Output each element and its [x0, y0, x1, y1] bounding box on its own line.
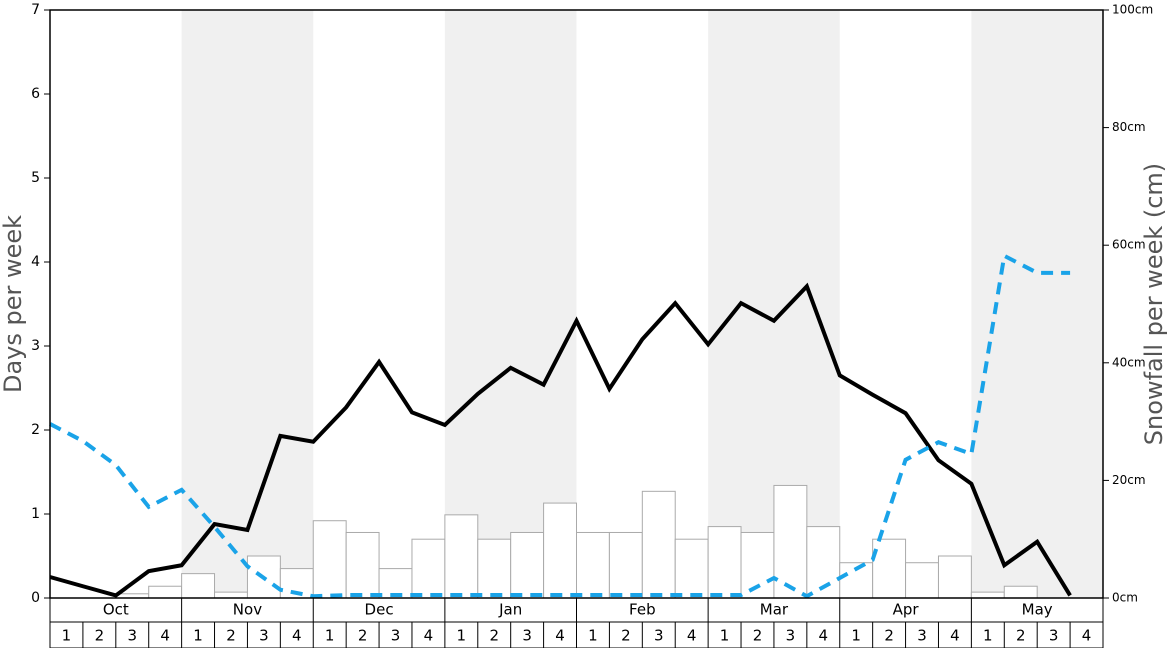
x-tick-label: 4 [555, 627, 565, 645]
month-band [444, 10, 577, 598]
y2-tick-label: 40cm [1112, 355, 1146, 369]
y-tick-label: 7 [31, 2, 40, 18]
y-axis-title: Days per week [0, 215, 27, 393]
month-label: Nov [233, 601, 262, 619]
x-tick-label: 1 [325, 627, 335, 645]
bar [411, 538, 446, 599]
bar [641, 490, 676, 599]
bar [970, 591, 1005, 599]
bar [510, 531, 545, 599]
bar [1003, 585, 1038, 599]
x-tick-label: 2 [884, 627, 894, 645]
bar [937, 555, 972, 599]
y-tick-label: 2 [31, 422, 40, 438]
bar [905, 562, 939, 599]
y-tick-label: 0 [31, 590, 40, 606]
x-tick-label: 4 [424, 627, 434, 645]
x-tick-label: 3 [127, 627, 137, 645]
month-label: Feb [629, 601, 656, 619]
x-tick-label: 2 [226, 627, 236, 645]
month-label: Oct [103, 601, 129, 619]
x-tick-label: 1 [720, 627, 730, 645]
bar [707, 526, 742, 599]
x-tick-label: 3 [1049, 627, 1059, 645]
x-tick-label: 4 [1082, 627, 1092, 645]
x-tick-label: 4 [950, 627, 960, 645]
bar [477, 538, 512, 599]
snowfall-line [49, 252, 1071, 599]
bar [444, 514, 479, 599]
bar [345, 531, 380, 599]
y-tick-label: 4 [31, 254, 40, 270]
x-tick-label: 2 [95, 627, 105, 645]
month-label: May [1022, 601, 1053, 619]
y2-tick-label: 60cm [1112, 238, 1146, 252]
y2-axis-title: Snowfall per week (cm) [1140, 163, 1168, 445]
bar [576, 531, 610, 599]
y2-tick-label: 100cm [1112, 3, 1153, 17]
x-tick-label: 2 [358, 627, 368, 645]
x-tick-label: 1 [62, 627, 72, 645]
y-tick-label: 3 [31, 338, 40, 354]
x-tick-label: 2 [1016, 627, 1026, 645]
x-tick-label: 3 [259, 627, 269, 645]
y-tick-label: 5 [31, 170, 40, 186]
x-tick-label: 4 [687, 627, 697, 645]
x-tick-label: 1 [588, 627, 598, 645]
month-band [971, 10, 1103, 598]
x-tick-label: 3 [522, 627, 532, 645]
bar [608, 531, 643, 599]
y2-tick-label: 80cm [1112, 120, 1146, 134]
y2-tick-label: 0cm [1112, 591, 1138, 605]
bar [543, 502, 577, 599]
x-tick-label: 1 [193, 627, 203, 645]
x-tick-label: 1 [457, 627, 467, 645]
y-tick-label: 6 [31, 86, 40, 102]
month-label: Mar [760, 601, 789, 619]
bar [148, 585, 183, 599]
x-tick-label: 4 [160, 627, 170, 645]
x-tick-label: 4 [819, 627, 829, 645]
x-tick-label: 1 [983, 627, 993, 645]
month-label: Jan [498, 601, 522, 619]
x-tick-label: 4 [292, 627, 302, 645]
month-band [181, 10, 314, 598]
bar [214, 591, 248, 599]
x-tick-label: 3 [654, 627, 664, 645]
x-tick-label: 3 [786, 627, 796, 645]
bar [181, 573, 216, 599]
bar [773, 484, 808, 599]
y-tick-label: 1 [31, 506, 40, 522]
x-tick-label: 2 [621, 627, 631, 645]
bar [674, 538, 709, 599]
x-tick-label: 1 [851, 627, 861, 645]
x-tick-label: 3 [917, 627, 927, 645]
month-label: Dec [365, 601, 394, 619]
x-tick-label: 3 [391, 627, 401, 645]
days-line [49, 282, 1072, 598]
bar [312, 520, 347, 599]
bar [872, 538, 907, 599]
x-tick-label: 2 [753, 627, 763, 645]
month-label: Apr [893, 601, 920, 619]
y2-tick-label: 20cm [1112, 473, 1146, 487]
x-tick-label: 2 [489, 627, 499, 645]
